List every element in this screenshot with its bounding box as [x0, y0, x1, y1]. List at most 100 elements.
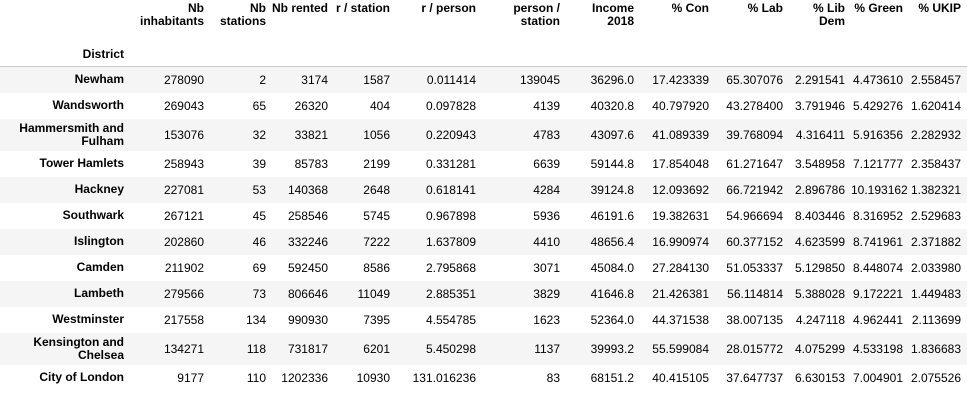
- column-header: % Lab: [747, 1, 783, 15]
- column-header: Income 2018: [591, 1, 634, 28]
- table-row: Hackney 227081 53 140368 2648 0.618141 4284 391…: [0, 176, 967, 203]
- table-cell: 267121: [163, 208, 204, 223]
- table-cell: 1056: [363, 127, 390, 142]
- row-index-label: Islington: [74, 234, 124, 248]
- table-header: Nb inhabitants Nb stations Nb rented r /…: [0, 0, 967, 67]
- table-cell: 332246: [287, 234, 328, 249]
- table-cell: 1202336: [281, 370, 328, 385]
- table-cell: 731817: [287, 341, 328, 356]
- table-cell: 4.473610: [852, 72, 903, 87]
- table-cell: 53: [252, 182, 266, 197]
- table-cell: 3829: [533, 286, 560, 301]
- table-row: Newham 278090 2 3174 1587 0.011414 139045 36296…: [0, 66, 967, 93]
- table-cell: 9177: [177, 370, 204, 385]
- row-index-label: Hackney: [74, 182, 124, 196]
- table-cell: 258943: [163, 156, 204, 171]
- table-cell: 7.004901: [852, 370, 903, 385]
- table-cell: 2.033980: [910, 260, 961, 275]
- table-cell: 45084.0: [590, 260, 634, 275]
- table-cell: 26320: [294, 98, 328, 113]
- table-cell: 4783: [533, 127, 560, 142]
- table-cell: 69: [252, 260, 266, 275]
- table-cell: 211902: [164, 260, 204, 275]
- table-cell: 6.630153: [794, 370, 845, 385]
- table-cell: 0.011414: [426, 72, 476, 87]
- table-cell: 202860: [163, 234, 204, 249]
- table-cell: 0.220943: [425, 127, 476, 142]
- table-cell: 4.533198: [852, 341, 903, 356]
- table-cell: 2.795868: [425, 260, 476, 275]
- table-cell: 40.797920: [652, 98, 709, 113]
- table-cell: 1.449483: [910, 286, 961, 301]
- table-cell: 134271: [163, 341, 204, 356]
- table-cell: 4.316411: [795, 127, 845, 142]
- table-cell: 21.426381: [652, 286, 709, 301]
- column-header: % Green: [854, 1, 903, 15]
- table-cell: 5745: [363, 208, 390, 223]
- table-row: City of London 9177 110 1202336 10930 131.016…: [0, 364, 967, 391]
- table-cell: 8.741961: [852, 234, 903, 249]
- table-cell: 8.316952: [852, 208, 903, 223]
- table-cell: 2.282932: [910, 127, 961, 142]
- row-index-label: Newham: [74, 72, 124, 87]
- table-cell: 39.768094: [726, 127, 783, 142]
- table-cell: 60.377152: [726, 234, 783, 249]
- row-index-label: Tower Hamlets: [39, 156, 124, 170]
- row-index-label: Camden: [76, 260, 124, 274]
- column-header-row: Nb inhabitants Nb stations Nb rented r /…: [0, 0, 967, 38]
- table-cell: 65: [252, 98, 266, 113]
- column-header: person / station: [513, 1, 560, 28]
- table-cell: 2.358437: [910, 156, 961, 171]
- table-cell: 1.382321: [910, 182, 961, 197]
- table-cell: 110: [246, 370, 266, 385]
- table-row: Hammersmith and Fulham 153076 32 33821 1056 0…: [0, 118, 967, 151]
- table-cell: 0.097828: [425, 98, 476, 113]
- table-cell: 269043: [163, 98, 204, 113]
- table-cell: 83: [546, 370, 560, 385]
- table-cell: 66.721942: [726, 182, 783, 197]
- table-cell: 4.623599: [794, 234, 845, 249]
- table-cell: 4410: [533, 234, 560, 249]
- table-cell: 8586: [363, 260, 390, 275]
- table-cell: 279566: [163, 286, 204, 301]
- table-cell: 7395: [363, 312, 390, 327]
- table-cell: 32: [252, 127, 266, 142]
- table-cell: 10930: [356, 370, 390, 385]
- row-index-label: Southwark: [62, 208, 124, 222]
- table-cell: 38.007135: [726, 312, 783, 327]
- table-cell: 43097.6: [590, 127, 634, 142]
- table-cell: 6201: [363, 341, 390, 356]
- column-header: r / station: [335, 1, 390, 15]
- table-cell: 85783: [294, 156, 328, 171]
- table-cell: 16.990974: [652, 234, 709, 249]
- table-cell: 990930: [287, 312, 328, 327]
- table-cell: 0.331281: [425, 156, 476, 171]
- table-cell: 19.382631: [652, 208, 709, 223]
- table-cell: 2.291541: [794, 72, 845, 87]
- table-cell: 3.791946: [794, 98, 845, 113]
- table-cell: 118: [246, 341, 266, 356]
- table-cell: 52364.0: [590, 312, 634, 327]
- table-cell: 7.121777: [852, 156, 903, 171]
- table-cell: 5.388028: [794, 286, 845, 301]
- table-cell: 10.193162: [851, 182, 908, 197]
- index-name-row: District: [0, 38, 967, 67]
- table-cell: 217558: [163, 312, 204, 327]
- table-cell: 258546: [287, 208, 328, 223]
- table-cell: 5.129850: [794, 260, 845, 275]
- table-row: Southwark 267121 45 258546 5745 0.967898 5936 4…: [0, 202, 967, 229]
- index-name: District: [0, 38, 130, 67]
- table-cell: 7222: [363, 234, 390, 249]
- table-cell: 4.247118: [795, 312, 845, 327]
- table-cell: 40.415105: [652, 370, 709, 385]
- table-cell: 33821: [294, 127, 328, 142]
- table-cell: 4.962441: [852, 312, 903, 327]
- blank-corner: [0, 0, 130, 38]
- table-cell: 4.554785: [425, 312, 476, 327]
- column-header: Nb stations: [219, 1, 266, 28]
- table-row: Lambeth 279566 73 806646 11049 2.885351 3829 41…: [0, 280, 967, 307]
- table-cell: 1.620414: [910, 98, 961, 113]
- column-header: % Lib Dem: [813, 1, 845, 28]
- table-cell: 41646.8: [590, 286, 634, 301]
- column-header: Nb rented: [272, 1, 329, 15]
